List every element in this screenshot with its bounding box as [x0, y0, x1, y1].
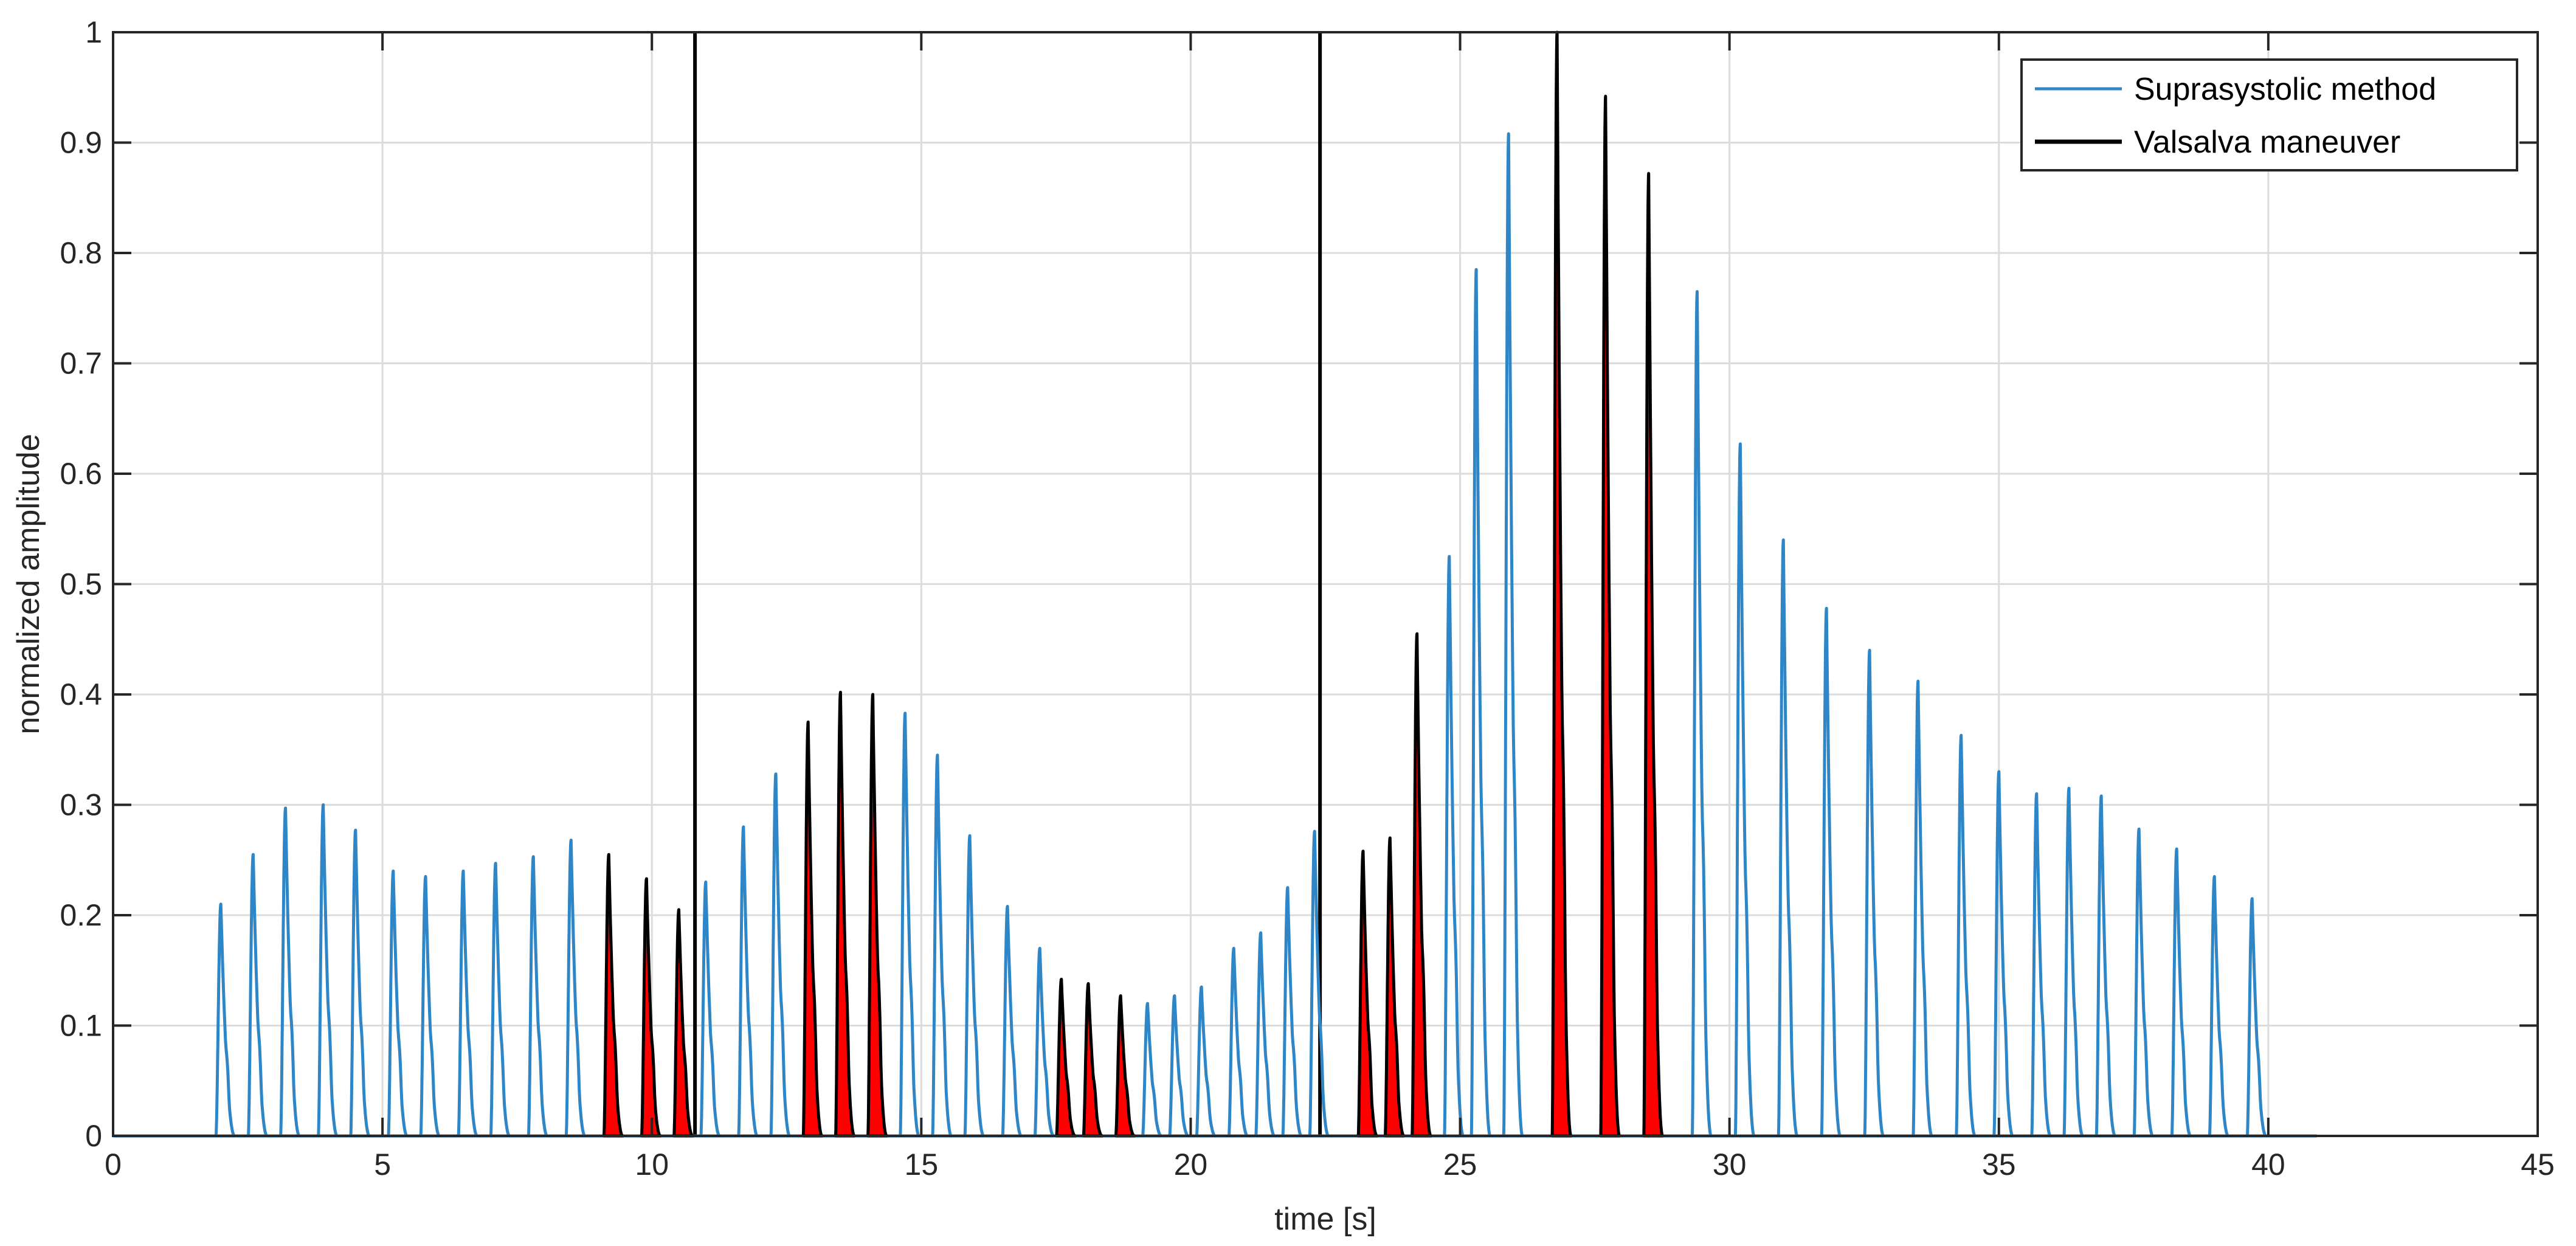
- y-tick-label: 0.3: [60, 788, 102, 822]
- y-tick-label: 0.2: [60, 898, 102, 932]
- suprasystolic-pulse: [1955, 733, 1977, 1138]
- suprasystolic-pulse: [737, 825, 759, 1138]
- suprasystolic-pulse: [1227, 947, 1249, 1138]
- series-layer: [113, 30, 2317, 1138]
- y-tick-label: 0.9: [60, 126, 102, 160]
- valsalva-pulse: [672, 908, 695, 1138]
- suprasystolic-pulse: [899, 711, 920, 1138]
- y-tick-label: 0.8: [60, 236, 102, 270]
- x-tick-label: 20: [1174, 1147, 1208, 1182]
- x-tick-label: 10: [635, 1147, 669, 1182]
- x-tick-label: 25: [1443, 1147, 1477, 1182]
- suprasystolic-pulse: [2094, 794, 2116, 1138]
- y-tick-label: 0.7: [60, 347, 102, 381]
- suprasystolic-pulse: [1254, 931, 1276, 1138]
- valsalva-pulse: [1055, 977, 1077, 1138]
- suprasystolic-pulse: [214, 902, 236, 1138]
- legend-entry-suprasystolic: Suprasystolic method: [2134, 72, 2436, 107]
- suprasystolic-pulse: [564, 839, 586, 1138]
- x-tick-label: 5: [374, 1147, 391, 1182]
- suprasystolic-pulse: [1863, 648, 1885, 1137]
- y-tick-label: 0.1: [60, 1009, 102, 1043]
- x-tick-label: 35: [1982, 1147, 2016, 1182]
- suprasystolic-pulse: [1502, 132, 1524, 1137]
- vertical-markers: [693, 32, 1322, 1136]
- valsalva-pulse: [1550, 30, 1573, 1138]
- x-tick-label: 15: [905, 1147, 939, 1182]
- suprasystolic-pulse: [2030, 792, 2052, 1138]
- suprasystolic-pulse: [419, 875, 441, 1138]
- legend: Suprasystolic method Valsalva maneuver: [2020, 58, 2518, 171]
- legend-box: [2020, 58, 2518, 171]
- suprasystolic-pulse: [1469, 268, 1492, 1137]
- x-tick-label: 40: [2251, 1147, 2285, 1182]
- suprasystolic-pulse: [1691, 290, 1713, 1137]
- suprasystolic-pulse: [1033, 947, 1055, 1138]
- suprasystolic-pulse: [2245, 897, 2267, 1138]
- valsalva-pulse: [1383, 836, 1406, 1138]
- suprasystolic-pulse: [2132, 827, 2154, 1138]
- suprasystolic-pulse: [769, 772, 791, 1138]
- suprasystolic-pulse: [1820, 606, 1842, 1137]
- y-tick-label: 1: [85, 15, 102, 49]
- suprasystolic-pulse: [2208, 875, 2229, 1138]
- suprasystolic-pulse: [279, 806, 301, 1138]
- suprasystolic-pulse: [2062, 786, 2084, 1138]
- suprasystolic-pulse: [699, 881, 721, 1138]
- x-tick-label: 45: [2521, 1147, 2555, 1182]
- y-tick-label: 0: [85, 1119, 102, 1153]
- valsalva-pulse: [1642, 171, 1665, 1138]
- suprasystolic-pulse: [931, 753, 953, 1138]
- valsalva-pulse: [1082, 982, 1104, 1138]
- x-axis-label: time [s]: [1274, 1202, 1376, 1237]
- valsalva-pulse: [602, 853, 624, 1138]
- valsalva-pulse: [640, 877, 662, 1138]
- suprasystolic-pulse: [489, 862, 511, 1138]
- suprasystolic-pulse: [1001, 905, 1023, 1138]
- suprasystolic-pulse: [1733, 442, 1756, 1137]
- suprasystolic-pulse: [317, 803, 339, 1138]
- valsalva-pulse: [866, 693, 889, 1138]
- suprasystolic-pulse: [527, 855, 548, 1138]
- suprasystolic-pulse: [1911, 679, 1933, 1138]
- axis-ticks: 0 5 10 15 20 25 30 35 40 45 0 0.1 0.2 0.3 0.4 0.5 0.6 0.7…: [60, 15, 2554, 1182]
- suprasystolic-pulse: [1168, 994, 1190, 1138]
- suprasystolic-pulse: [1141, 1002, 1163, 1138]
- suprasystolic-pulse: [1992, 770, 2014, 1138]
- suprasystolic-pulse: [1281, 886, 1303, 1138]
- valsalva-pulse: [801, 720, 824, 1138]
- legend-entry-valsalva: Valsalva maneuver: [2134, 125, 2400, 160]
- valsalva-pulse: [834, 690, 856, 1138]
- suprasystolic-pulse: [963, 834, 985, 1138]
- suprasystolic-pulse: [1308, 829, 1330, 1138]
- suprasystolic-pulse: [2170, 847, 2192, 1138]
- suprasystolic-pulse: [1195, 985, 1217, 1138]
- valsalva-pulse: [1411, 632, 1433, 1138]
- suprasystolic-pulse: [1443, 555, 1465, 1137]
- suprasystolic-pulse: [349, 828, 371, 1138]
- y-tick-label: 0.6: [60, 457, 102, 491]
- x-tick-label: 30: [1713, 1147, 1747, 1182]
- x-tick-label: 0: [105, 1147, 122, 1182]
- suprasystolic-pulse: [1777, 538, 1799, 1137]
- valsalva-pulse: [1114, 994, 1136, 1138]
- valsalva-pulse: [1356, 850, 1379, 1138]
- suprasystolic-pulse: [246, 853, 268, 1138]
- suprasystolic-pulse: [457, 869, 478, 1138]
- y-tick-label: 0.4: [60, 677, 102, 711]
- y-tick-label: 0.5: [60, 567, 102, 601]
- valsalva-pulse: [1599, 94, 1621, 1138]
- y-axis-label: normalized amplitude: [11, 434, 46, 734]
- suprasystolic-pulse: [387, 869, 409, 1138]
